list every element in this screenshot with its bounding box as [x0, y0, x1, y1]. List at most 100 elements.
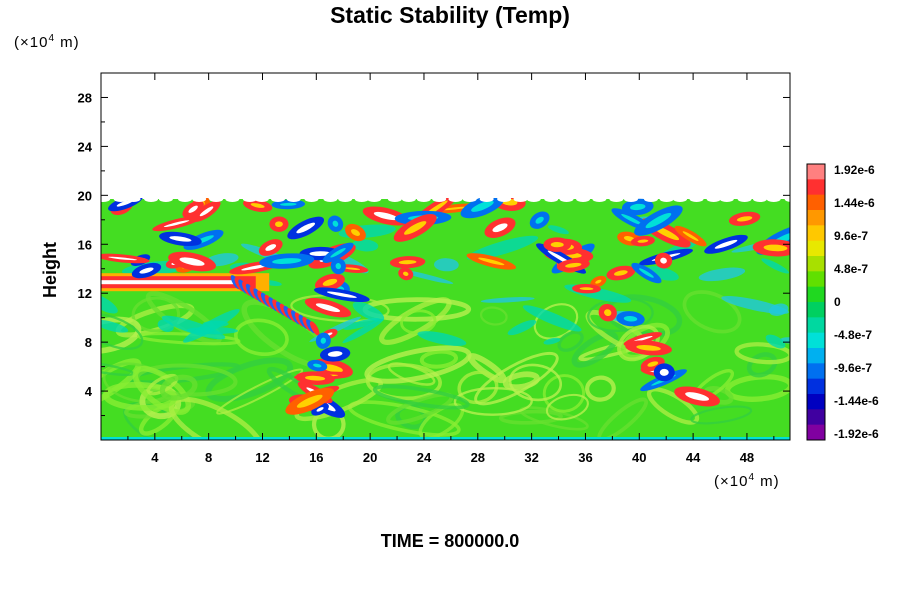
x-tick-label: 4 [151, 450, 159, 465]
field-band [698, 267, 746, 282]
turbulence-core [621, 213, 642, 225]
top-edge-cut [144, 198, 159, 203]
field-swirl [216, 368, 304, 415]
top-edge-cut [416, 198, 431, 203]
turbulence-core [265, 244, 277, 251]
turbulence-core [403, 271, 409, 277]
field-swirl [364, 345, 472, 384]
colorbar-swatch [807, 286, 825, 303]
field-band [522, 305, 582, 332]
turbulence-core [373, 211, 399, 221]
colorbar-swatch [807, 302, 825, 318]
turbulence-core [320, 337, 326, 344]
stability-features [101, 198, 790, 418]
turbulence-core [636, 345, 661, 351]
top-edge-cut [784, 198, 790, 202]
turbulence-core [579, 287, 594, 291]
top-edge-cut [367, 198, 382, 203]
top-edge-cut [766, 198, 781, 203]
top-edge-cut [576, 198, 591, 203]
top-edge-cut [479, 198, 494, 203]
jet-peak [101, 280, 236, 285]
turbulence-core [623, 315, 638, 322]
turbulence-core [614, 270, 628, 276]
field-swirl [508, 363, 563, 402]
colorbar-label: -4.8e-7 [834, 328, 872, 342]
colorbar-swatch [807, 424, 825, 441]
turbulence-core [309, 251, 331, 256]
turbulence-core [550, 242, 564, 248]
top-edge-cut [643, 198, 658, 203]
colorbar-swatch [807, 164, 825, 180]
plot-frame [100, 72, 791, 441]
colorbar-swatch [807, 317, 825, 334]
turbulence-core [660, 257, 667, 264]
turbulence-core [404, 221, 427, 235]
top-edge-cut [462, 198, 477, 203]
top-edge-cut [497, 198, 512, 203]
top-edge-cut [559, 198, 574, 203]
top-edge-cut [544, 198, 559, 203]
turbulence-core [326, 291, 357, 298]
x-tick-label: 32 [524, 450, 538, 465]
colorbar-swatch [807, 194, 825, 211]
top-edge-cut [254, 198, 269, 203]
turbulence-core [682, 231, 699, 241]
colorbar-label: 1.92e-6 [834, 163, 875, 177]
field-band [646, 266, 679, 281]
x-tick-label: 36 [578, 450, 592, 465]
colorbar-label: -9.6e-7 [834, 361, 872, 375]
x-tick-label: 44 [686, 450, 701, 465]
turbulence-core [199, 206, 214, 217]
turbulence-core [630, 203, 646, 211]
colorbar-swatch [807, 210, 825, 226]
turbulence-core [637, 239, 649, 243]
colorbar: 1.92e-6 1.44e-6 9.6e-7 4.8e-7 0 -4.8e-7 -9.6e-… [806, 163, 879, 441]
turbulence-core [685, 392, 710, 401]
turbulence-core [344, 267, 361, 270]
colorbar-swatch [807, 409, 825, 426]
top-edge-cut [101, 198, 111, 203]
colorbar-frame [806, 163, 826, 441]
top-edge-cut [513, 198, 528, 203]
turbulence-core [763, 244, 788, 252]
colorbar-swatch [807, 271, 825, 288]
top-edge-cut [689, 198, 704, 203]
turbulence-core [645, 212, 672, 229]
y-tick-label: 8 [85, 335, 92, 350]
x-tick-label: 48 [740, 450, 754, 465]
y-tick-label: 12 [78, 286, 92, 301]
top-edge-cut [270, 198, 285, 203]
turbulence-core [272, 258, 302, 264]
field-band [548, 225, 569, 235]
top-edge-cut [719, 198, 734, 203]
field-swirl [498, 409, 563, 425]
turbulence-core [595, 279, 602, 284]
field-band [183, 308, 240, 343]
turbulence-core [492, 223, 508, 233]
field-swirl [474, 351, 559, 406]
y-axis: 4 8 12 16 20 24 28 [78, 90, 790, 417]
field-band [161, 315, 226, 340]
x-tick-label: 24 [417, 450, 432, 465]
field-band [417, 331, 467, 346]
field-band [769, 303, 789, 316]
turbulence-core [350, 229, 360, 236]
field-band [761, 258, 789, 274]
turbulence-core [139, 267, 154, 274]
colorbar-swatch [807, 394, 825, 410]
turbulence-core [275, 221, 283, 228]
field-band [352, 301, 385, 322]
turbulence-core [335, 263, 342, 270]
field-band [352, 239, 379, 252]
turbulence-core [163, 220, 190, 228]
field-band [343, 318, 380, 330]
turbulence-core [108, 256, 137, 261]
field-swirl [542, 374, 586, 413]
field-swirl [646, 387, 700, 425]
colorbar-swatch [807, 348, 825, 364]
turbulence-core [315, 303, 341, 313]
turbulence-core [633, 335, 653, 342]
chart-title: Static Stability (Temp) [330, 2, 570, 28]
turbulence-core [604, 309, 612, 317]
